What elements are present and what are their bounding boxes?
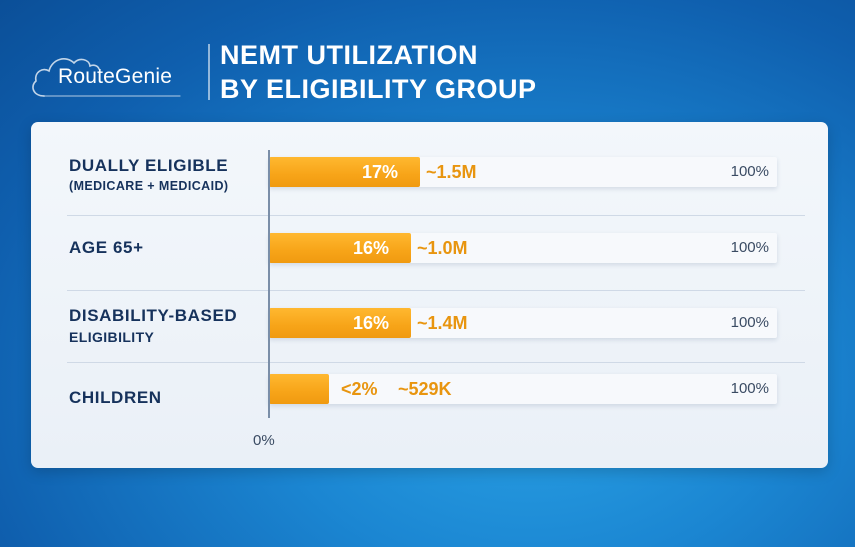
category-label: DISABILITY-BASED ELIGIBILITY — [69, 305, 237, 345]
header-divider — [208, 44, 210, 100]
bar-track: <2% ~529K 100% — [269, 374, 777, 404]
bar — [269, 308, 411, 338]
category-name: DISABILITY-BASED — [69, 306, 238, 325]
bar-count-label: ~529K — [398, 379, 452, 399]
y-axis-line — [268, 150, 270, 418]
axis-max-label: 100% — [730, 380, 769, 397]
chart-card: DUALLY ELIGIBLE (MEDICARE + MEDICAID) 17% ~… — [31, 122, 828, 468]
category-label: DUALLY ELIGIBLE (MEDICARE + MEDICAID) — [69, 155, 228, 193]
title-line-2: BY ELIGIBILITY GROUP — [220, 74, 537, 104]
bar-track: 17% ~1.5M 100% — [269, 157, 777, 187]
bar-count-label: ~1.4M — [417, 313, 468, 333]
category-name: CHILDREN — [69, 388, 162, 407]
category-label: AGE 65+ — [69, 237, 144, 259]
axis-max-label: 100% — [730, 163, 769, 180]
page-title: NEMT UTILIZATION BY ELIGIBILITY GROUP — [220, 38, 537, 106]
bar-value-label: 16% — [353, 313, 390, 333]
bar-value-label: <2% — [341, 379, 378, 399]
bar-value-label: 16% — [353, 238, 390, 258]
logo-text: RouteGenie — [58, 65, 173, 88]
row-divider — [67, 362, 805, 363]
bar — [269, 374, 329, 404]
bar — [269, 157, 420, 187]
cloud-icon — [32, 58, 181, 97]
bar-track: 16% ~1.0M 100% — [269, 233, 777, 263]
bar-track: 16% ~1.4M 100% — [269, 308, 777, 338]
bar — [269, 233, 411, 263]
category-name: AGE 65+ — [69, 238, 144, 257]
routegenie-logo: RouteGenie — [30, 46, 200, 100]
row-divider — [67, 290, 805, 291]
bar-count-label: ~1.5M — [426, 162, 477, 182]
bar-count-label: ~1.0M — [417, 238, 468, 258]
axis-max-label: 100% — [730, 314, 769, 331]
category-subtitle: (MEDICARE + MEDICAID) — [69, 179, 229, 193]
title-line-1: NEMT UTILIZATION — [220, 40, 478, 70]
category-label: CHILDREN — [69, 387, 162, 409]
category-name: DUALLY ELIGIBLE — [69, 156, 229, 175]
axis-min-label: 0% — [253, 432, 275, 449]
category-subtitle: ELIGIBILITY — [69, 329, 155, 345]
header: RouteGenie NEMT UTILIZATION BY ELIGIBILI… — [0, 0, 855, 115]
row-divider — [67, 215, 805, 216]
bar-value-label: 17% — [362, 162, 399, 182]
axis-max-label: 100% — [730, 239, 769, 256]
